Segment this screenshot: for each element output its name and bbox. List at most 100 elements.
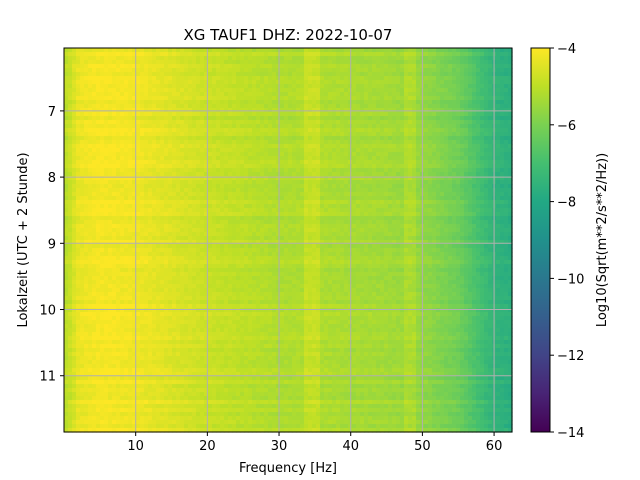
heatmap-cell (412, 68, 417, 73)
heatmap-cell (256, 124, 261, 129)
heatmap-cell (448, 176, 453, 181)
heatmap-cell (112, 224, 117, 229)
heatmap-cell (264, 176, 269, 181)
heatmap-cell (64, 80, 69, 85)
heatmap-cell (120, 164, 125, 169)
heatmap-cell (136, 144, 141, 149)
heatmap-cell (96, 120, 101, 125)
heatmap-cell (204, 56, 209, 61)
heatmap-cell (472, 80, 477, 85)
heatmap-cell (424, 92, 429, 97)
heatmap-cell (264, 64, 269, 69)
heatmap-cell (244, 68, 249, 73)
heatmap-cell (124, 136, 129, 141)
heatmap-cell (236, 152, 241, 157)
heatmap-cell (92, 92, 97, 97)
heatmap-cell (396, 108, 401, 113)
heatmap-cell (432, 108, 437, 113)
heatmap-cell (92, 104, 97, 109)
heatmap-cell (344, 104, 349, 109)
heatmap-cell (416, 68, 421, 73)
heatmap-cell (148, 128, 153, 133)
heatmap-cell (260, 196, 265, 201)
heatmap-cell (156, 184, 161, 189)
heatmap-cell (180, 188, 185, 193)
heatmap-cell (184, 224, 189, 229)
heatmap-cell (268, 164, 273, 169)
heatmap-cell (164, 52, 169, 57)
heatmap-cell (472, 136, 477, 141)
heatmap-cell (488, 140, 493, 145)
heatmap-cell (140, 48, 145, 53)
heatmap-cell (256, 200, 261, 205)
heatmap-cell (72, 52, 77, 57)
heatmap-cell (292, 156, 297, 161)
heatmap-cell (64, 172, 69, 177)
heatmap-cell (188, 200, 193, 205)
heatmap-cell (84, 160, 89, 165)
heatmap-cell (468, 208, 473, 213)
heatmap-cell (232, 108, 237, 113)
heatmap-cell (192, 128, 197, 133)
heatmap-cell (152, 124, 157, 129)
heatmap-cell (216, 200, 221, 205)
heatmap-cell (452, 136, 457, 141)
heatmap-cell (344, 160, 349, 165)
heatmap-cell (272, 100, 277, 105)
heatmap-cell (248, 128, 253, 133)
heatmap-cell (372, 148, 377, 153)
heatmap-cell (240, 80, 245, 85)
heatmap-cell (336, 216, 341, 221)
heatmap-cell (340, 204, 345, 209)
heatmap-cell (172, 208, 177, 213)
heatmap-cell (200, 148, 205, 153)
heatmap-cell (360, 208, 365, 213)
heatmap-cell (180, 208, 185, 213)
heatmap-cell (216, 48, 221, 53)
heatmap-cell (232, 116, 237, 121)
heatmap-cell (296, 80, 301, 85)
heatmap-cell (76, 184, 81, 189)
heatmap-cell (452, 96, 457, 101)
heatmap-cell (352, 84, 357, 89)
heatmap-cell (312, 180, 317, 185)
heatmap-cell (180, 152, 185, 157)
heatmap-cell (244, 124, 249, 129)
heatmap-cell (184, 156, 189, 161)
heatmap-cell (400, 120, 405, 125)
heatmap-cell (276, 104, 281, 109)
heatmap-cell (256, 148, 261, 153)
heatmap-cell (412, 180, 417, 185)
heatmap-cell (240, 188, 245, 193)
heatmap-cell (408, 172, 413, 177)
heatmap-cell (308, 52, 313, 57)
heatmap-cell (152, 148, 157, 153)
heatmap-cell (444, 220, 449, 225)
heatmap-cell (120, 68, 125, 73)
heatmap-cell (140, 192, 145, 197)
heatmap-cell (428, 64, 433, 69)
heatmap-cell (392, 208, 397, 213)
heatmap-cell (344, 136, 349, 141)
heatmap-cell (288, 176, 293, 181)
heatmap-cell (276, 116, 281, 121)
heatmap-cell (432, 136, 437, 141)
heatmap-cell (332, 84, 337, 89)
heatmap-cell (104, 176, 109, 181)
heatmap-cell (244, 88, 249, 93)
heatmap-cell (412, 140, 417, 145)
heatmap-cell (256, 76, 261, 81)
heatmap-cell (132, 60, 137, 65)
heatmap-cell (132, 224, 137, 229)
heatmap-cell (84, 104, 89, 109)
heatmap-cell (176, 156, 181, 161)
heatmap-cell (132, 216, 137, 221)
heatmap-cell (216, 160, 221, 165)
heatmap-cell (184, 68, 189, 73)
heatmap-cell (284, 224, 289, 229)
heatmap-cell (324, 132, 329, 137)
heatmap-cell (264, 144, 269, 149)
heatmap-cell (476, 180, 481, 185)
heatmap-cell (444, 196, 449, 201)
heatmap-cell (380, 192, 385, 197)
